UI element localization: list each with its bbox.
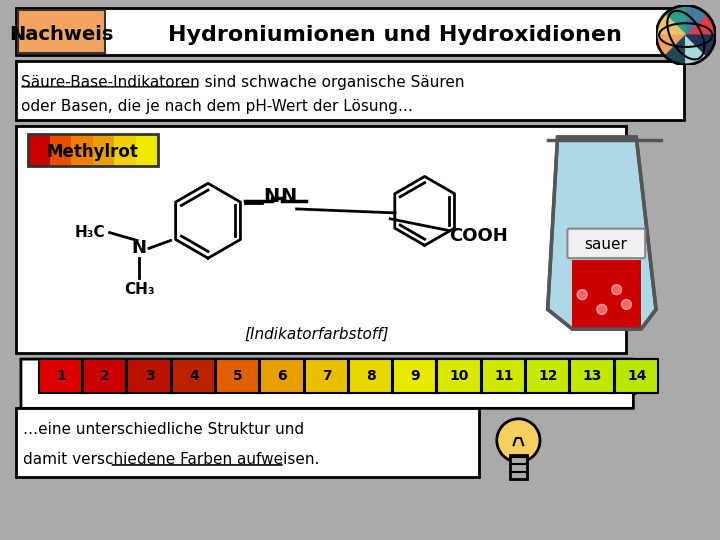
Polygon shape [685,35,707,65]
Circle shape [621,300,631,309]
FancyBboxPatch shape [216,359,259,393]
Bar [136,134,158,166]
FancyBboxPatch shape [16,8,683,56]
Bar [93,134,114,166]
Text: N: N [281,187,297,206]
FancyBboxPatch shape [18,10,104,53]
Polygon shape [656,35,685,56]
Text: Säure-Base-Indikatoren sind schwache organische Säuren: Säure-Base-Indikatoren sind schwache org… [21,76,464,90]
FancyBboxPatch shape [510,455,527,479]
Text: damit verschiedene Farben aufweisen.: damit verschiedene Farben aufweisen. [23,451,319,467]
Text: Hydroniumionen und Hydroxidionen: Hydroniumionen und Hydroxidionen [168,25,622,45]
Text: sauer: sauer [585,237,627,252]
FancyBboxPatch shape [393,359,436,393]
FancyBboxPatch shape [305,359,348,393]
FancyBboxPatch shape [127,359,171,393]
Circle shape [612,285,621,295]
Bar [50,134,71,166]
FancyBboxPatch shape [171,359,215,393]
Text: CH₃: CH₃ [124,282,154,297]
Polygon shape [685,35,716,56]
FancyBboxPatch shape [16,408,479,477]
Text: 5: 5 [233,369,243,383]
Text: [Indikatorfarbstoff]: [Indikatorfarbstoff] [244,327,389,341]
Circle shape [597,305,607,314]
Polygon shape [685,5,707,35]
Text: Methylrot: Methylrot [47,143,139,161]
Text: 8: 8 [366,369,376,383]
FancyBboxPatch shape [570,359,613,393]
Text: 6: 6 [277,369,287,383]
Text: 1: 1 [56,369,66,383]
Text: N: N [263,187,279,206]
FancyBboxPatch shape [615,359,658,393]
Text: N: N [132,239,147,258]
Text: 7: 7 [322,369,331,383]
FancyArrow shape [21,359,651,408]
FancyBboxPatch shape [526,359,570,393]
FancyBboxPatch shape [567,228,645,258]
Text: COOH: COOH [449,227,508,245]
FancyBboxPatch shape [260,359,304,393]
Text: 11: 11 [494,369,513,383]
Text: 2: 2 [100,369,110,383]
FancyBboxPatch shape [482,359,525,393]
Text: H₃C: H₃C [75,225,106,240]
FancyBboxPatch shape [16,61,683,120]
FancyBboxPatch shape [39,359,82,393]
Polygon shape [548,137,656,329]
FancyBboxPatch shape [83,359,126,393]
Text: …eine unterschiedliche Struktur und: …eine unterschiedliche Struktur und [23,422,304,437]
Circle shape [497,419,540,462]
Text: 10: 10 [450,369,469,383]
Polygon shape [685,14,716,35]
Bar [114,134,136,166]
Polygon shape [656,14,685,35]
Text: 14: 14 [627,369,647,383]
Polygon shape [572,260,642,329]
Bar [28,134,50,166]
Text: 9: 9 [410,369,420,383]
FancyBboxPatch shape [348,359,392,393]
Text: 13: 13 [582,369,602,383]
Text: Nachweis: Nachweis [9,25,114,44]
Polygon shape [665,5,685,35]
Text: 12: 12 [539,369,558,383]
Circle shape [577,289,587,300]
Bar [71,134,93,166]
Text: 4: 4 [189,369,199,383]
Polygon shape [665,35,685,65]
Text: oder Basen, die je nach dem pH-Wert der Lösung…: oder Basen, die je nach dem pH-Wert der … [21,99,413,114]
Text: 3: 3 [145,369,154,383]
FancyBboxPatch shape [16,126,626,353]
FancyBboxPatch shape [438,359,481,393]
